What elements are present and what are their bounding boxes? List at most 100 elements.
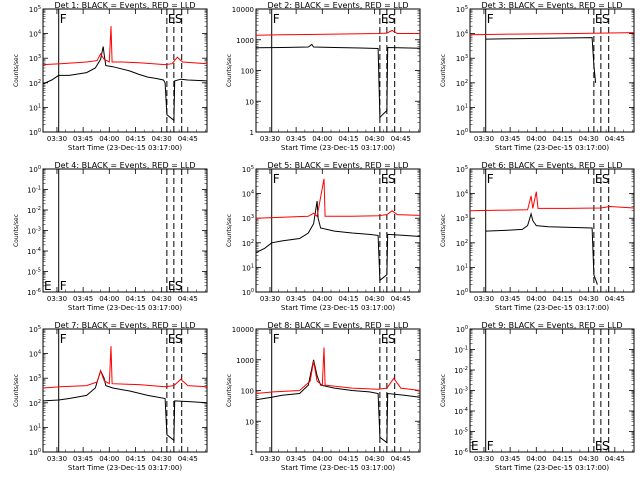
x-tick-label: 04:45: [391, 455, 411, 463]
y-tick-label: 101: [456, 103, 468, 112]
series-lld-line: [255, 29, 420, 36]
y-tick-label: 10-4: [27, 247, 41, 256]
x-tick-label: 04:45: [391, 295, 411, 303]
x-tick-label: 03:30: [474, 135, 494, 143]
x-tick-label: 03:45: [286, 135, 306, 143]
marker-label-e: E: [595, 172, 603, 186]
y-axis-label: Counts/sec: [13, 214, 20, 247]
x-axis-label: Start Time (23-Dec-15 03:17:00): [281, 464, 395, 472]
y-tick-label: 10-5: [454, 428, 468, 437]
x-tick-label: 04:30: [365, 295, 385, 303]
y-tick-label: 10-3: [454, 387, 468, 396]
x-tick-label: 04:00: [312, 135, 332, 143]
y-tick-label: 1: [250, 129, 254, 137]
x-tick-label: 03:30: [474, 295, 494, 303]
series-lld-line: [469, 191, 635, 212]
marker-label-f: F: [273, 172, 280, 186]
chart-panel-det-4: Det 4: BLACK = Events, RED = LLD 10-6 10-5…: [13, 161, 208, 312]
x-axis-label: Start Time (23-Dec-15 03:17:00): [495, 304, 609, 312]
marker-label-s: S: [175, 279, 183, 293]
y-axis-label: Counts/sec: [226, 54, 233, 87]
x-tick-label: 03:45: [286, 295, 306, 303]
x-tick-label: 04:00: [99, 295, 119, 303]
chart-title: Det 6: BLACK = Events, RED = LLD: [482, 161, 623, 170]
marker-label-s: S: [388, 332, 396, 346]
y-tick-label: 1000: [236, 357, 254, 365]
chart-title: Det 5: BLACK = Events, RED = LLD: [268, 161, 409, 170]
x-axis-label: Start Time (23-Dec-15 03:17:00): [495, 464, 609, 472]
y-tick-label: 104: [242, 190, 254, 199]
plot-frame: [42, 168, 208, 293]
series-events-line: [42, 46, 208, 122]
x-tick-label: 04:30: [152, 135, 172, 143]
chart-title: Det 1: BLACK = Events, RED = LLD: [55, 1, 196, 10]
chart-panel-det-8: Det 8: BLACK = Events, RED = LLD 1 10 100 10…: [226, 321, 421, 472]
chart-panel-det-5: Det 5: BLACK = Events, RED = LLD 100 101 10…: [226, 161, 421, 312]
plot-frame: [469, 328, 635, 453]
y-tick-label: 100: [241, 388, 254, 396]
y-tick-label: 10000: [232, 6, 254, 14]
y-axis-label: Counts/sec: [13, 54, 20, 87]
chart-panel-det-1: Det 1: BLACK = Events, RED = LLD 100 101 10…: [13, 1, 208, 152]
x-tick-label: 03:45: [73, 455, 93, 463]
marker-label-e: E: [168, 279, 176, 293]
y-tick-label: 104: [456, 30, 468, 39]
y-tick-label: 105: [242, 165, 254, 174]
y-tick-label: 10-6: [27, 288, 41, 297]
x-tick-label: 04:45: [605, 135, 625, 143]
chart-title: Det 9: BLACK = Events, RED = LLD: [482, 321, 623, 330]
marker-label-e: E: [168, 332, 176, 346]
x-tick-label: 04:15: [338, 455, 358, 463]
y-tick-label: 104: [29, 30, 41, 39]
y-tick-label: 100: [241, 68, 254, 76]
chart-panel-det-2: Det 2: BLACK = Events, RED = LLD 1 10 100 10…: [226, 1, 421, 152]
series-lld-line: [469, 32, 635, 36]
marker-label-f: F: [487, 439, 494, 453]
y-tick-label: 101: [456, 263, 468, 272]
y-tick-label: 102: [456, 239, 468, 248]
x-tick-label: 03:45: [500, 455, 520, 463]
y-tick-label: 1000: [236, 37, 254, 45]
marker-label-e: E: [595, 439, 603, 453]
y-tick-label: 10: [245, 418, 254, 426]
marker-label-e: E: [381, 172, 389, 186]
x-tick-label: 04:00: [99, 135, 119, 143]
x-tick-label: 03:30: [474, 455, 494, 463]
series-lld-line: [255, 347, 421, 394]
x-tick-label: 04:00: [526, 135, 546, 143]
y-tick-label: 10: [245, 98, 254, 106]
y-tick-label: 10-4: [454, 407, 468, 416]
y-tick-label: 105: [29, 5, 41, 14]
plot-frame: [469, 168, 635, 293]
x-tick-label: 03:30: [47, 455, 67, 463]
y-tick-label: 10-2: [454, 366, 468, 375]
x-tick-label: 03:45: [500, 135, 520, 143]
marker-label-f: F: [487, 12, 494, 26]
y-tick-label: 100: [456, 325, 468, 334]
y-axis-label: Counts/sec: [440, 374, 447, 407]
x-tick-label: 04:15: [125, 135, 145, 143]
x-tick-label: 03:45: [500, 295, 520, 303]
marker-label-f: F: [60, 12, 67, 26]
x-tick-label: 03:30: [260, 135, 280, 143]
x-tick-label: 04:30: [152, 295, 172, 303]
x-tick-label: 04:30: [579, 295, 599, 303]
marker-label-f: F: [487, 172, 494, 186]
y-axis-label: Counts/sec: [226, 214, 233, 247]
series-events-line: [255, 43, 421, 119]
y-tick-label: 1: [250, 449, 254, 457]
y-tick-label: 101: [242, 263, 254, 272]
y-tick-label: 10-3: [27, 227, 41, 236]
chart-title: Det 8: BLACK = Events, RED = LLD: [268, 321, 409, 330]
series-events-line: [485, 212, 598, 285]
y-tick-label: 100: [456, 128, 468, 137]
chart-title: Det 7: BLACK = Events, RED = LLD: [55, 321, 196, 330]
chart-panel-det-7: Det 7: BLACK = Events, RED = LLD 100 101 10…: [13, 321, 208, 472]
chart-title: Det 2: BLACK = Events, RED = LLD: [268, 1, 409, 10]
x-tick-label: 03:45: [73, 135, 93, 143]
x-tick-label: 04:30: [365, 455, 385, 463]
x-tick-label: 04:00: [99, 455, 119, 463]
x-axis-label: Start Time (23-Dec-15 03:17:00): [281, 304, 395, 312]
y-axis-label: Counts/sec: [440, 214, 447, 247]
